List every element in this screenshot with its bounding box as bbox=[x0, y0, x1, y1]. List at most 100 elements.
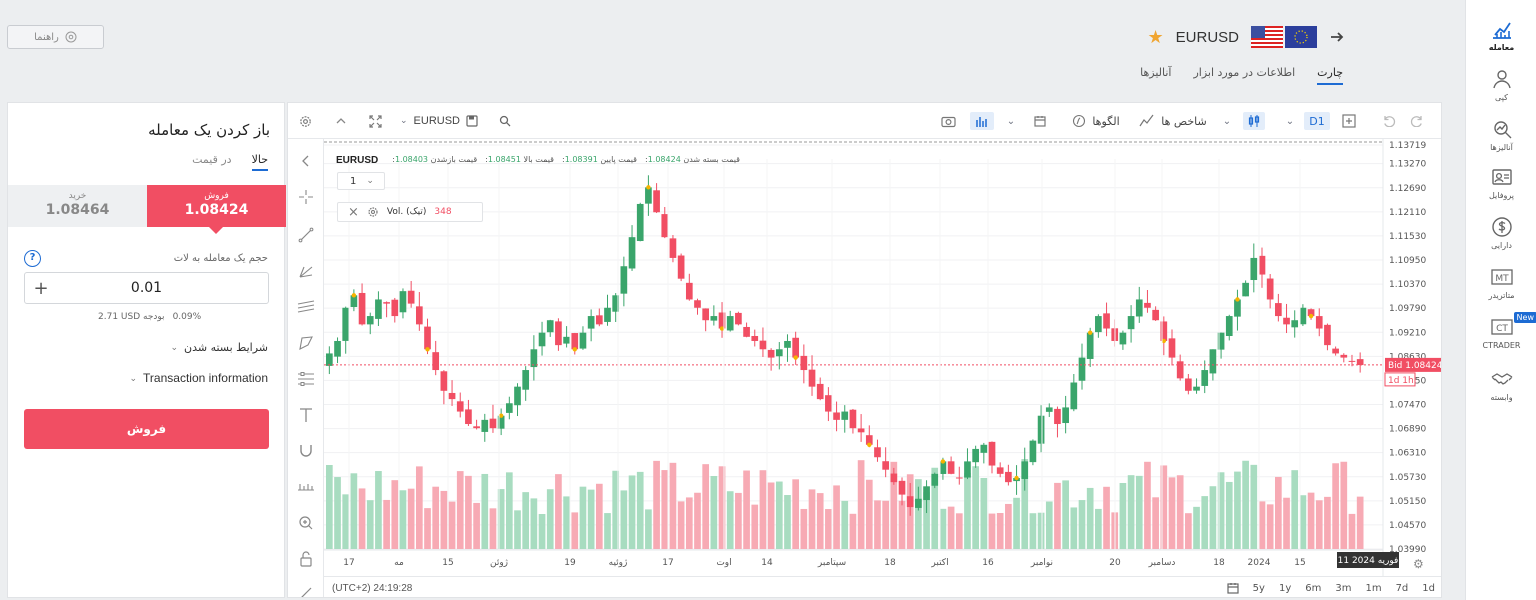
favorite-star-icon[interactable]: ★ bbox=[1147, 26, 1164, 48]
close-icon[interactable]: × bbox=[348, 204, 359, 220]
buy-price-button[interactable]: خرید 1.08464 bbox=[8, 185, 147, 227]
range-7d[interactable]: 7d bbox=[1395, 582, 1409, 594]
add-chart-icon[interactable] bbox=[1340, 112, 1358, 130]
measure-icon[interactable] bbox=[296, 477, 316, 497]
gear-icon[interactable] bbox=[367, 206, 379, 218]
zoom-in-icon[interactable] bbox=[296, 513, 316, 533]
candle-body bbox=[366, 316, 374, 325]
fib-levels-icon[interactable] bbox=[296, 369, 316, 389]
crosshair-icon[interactable] bbox=[296, 187, 316, 207]
event-marker bbox=[646, 185, 651, 190]
help-label: راهنما bbox=[34, 31, 59, 43]
nav-item-analytics[interactable]: آنالیزها bbox=[1466, 118, 1536, 152]
settings-gear-icon[interactable] bbox=[296, 112, 314, 130]
volume-bar bbox=[816, 493, 824, 549]
candle-body bbox=[415, 306, 423, 325]
volume-bar bbox=[530, 498, 538, 549]
help-button[interactable]: راهنما bbox=[7, 25, 104, 49]
candle-body bbox=[767, 349, 775, 358]
candle-body bbox=[865, 435, 873, 445]
fullscreen-icon[interactable] bbox=[366, 112, 384, 130]
range-3m[interactable]: 3m bbox=[1335, 582, 1352, 594]
tab-now[interactable]: حالا bbox=[251, 153, 268, 171]
interval-select[interactable]: 1 ⌄ bbox=[337, 172, 385, 190]
volume-bars-icon[interactable] bbox=[970, 112, 994, 130]
volume-input[interactable]: + 0.01 bbox=[24, 272, 269, 304]
parallel-channel-icon[interactable] bbox=[296, 297, 316, 317]
candle-body bbox=[685, 282, 693, 300]
x-tick-label: مه bbox=[394, 558, 404, 568]
pitchfork-icon[interactable] bbox=[296, 261, 316, 281]
nav-item-profile[interactable]: پروفایل bbox=[1466, 166, 1536, 200]
undo-icon[interactable] bbox=[1380, 112, 1398, 130]
redo-icon[interactable] bbox=[1408, 112, 1426, 130]
nav-item-ct[interactable]: CT CTRADER New bbox=[1466, 312, 1536, 350]
calendar-icon[interactable] bbox=[1031, 112, 1049, 130]
range-1y[interactable]: 1y bbox=[1278, 582, 1292, 594]
chevron-down-icon[interactable]: ⌄ bbox=[1285, 115, 1295, 127]
interval-d1-button[interactable]: D1 bbox=[1304, 112, 1330, 130]
range-5y[interactable]: 5y bbox=[1252, 582, 1265, 594]
volume-bar bbox=[456, 471, 464, 549]
sell-price-button[interactable]: فروش 1.08424 bbox=[147, 185, 286, 234]
chevron-down-icon[interactable]: ⌄ bbox=[1222, 115, 1232, 127]
volume-bar bbox=[1242, 460, 1249, 549]
volume-bar bbox=[375, 471, 382, 549]
indicators-button[interactable]: شاخص ها bbox=[1136, 112, 1210, 130]
patterns-icon bbox=[1073, 114, 1086, 128]
price-chart[interactable]: 1.13719 1.13270 1.12690 1.12110 1.11530 1.109… bbox=[324, 139, 1441, 576]
candle-body bbox=[1127, 316, 1135, 330]
chevron-left-icon[interactable] bbox=[296, 151, 316, 171]
x-tick-label: 16 bbox=[982, 558, 994, 568]
plus-icon[interactable]: + bbox=[33, 277, 49, 299]
tab-instrument-info[interactable]: اطلاعات در مورد ابزار bbox=[1193, 66, 1296, 79]
range-1m[interactable]: 1m bbox=[1365, 582, 1382, 594]
volume-bar bbox=[1135, 475, 1143, 549]
symbol-header: ★ EURUSD bbox=[1148, 24, 1345, 50]
chevron-down-icon[interactable]: ⌄ bbox=[1006, 115, 1016, 127]
candle-body bbox=[1266, 278, 1274, 300]
candles-type-icon[interactable] bbox=[1243, 112, 1265, 130]
trend-line-icon[interactable] bbox=[296, 225, 316, 245]
search-icon[interactable] bbox=[496, 112, 514, 130]
volume-bar bbox=[931, 467, 939, 549]
arrow-right-icon[interactable] bbox=[1329, 29, 1345, 45]
volume-bar bbox=[489, 508, 497, 549]
lock-icon[interactable] bbox=[296, 549, 316, 569]
text-tool-icon[interactable] bbox=[296, 405, 316, 425]
candle-body bbox=[677, 255, 685, 279]
range-6m[interactable]: 6m bbox=[1305, 582, 1322, 594]
magnet-icon[interactable] bbox=[296, 441, 316, 461]
volume-bar bbox=[1062, 480, 1069, 549]
utc-clock: (UTC+2) 24:19:28 bbox=[332, 583, 413, 594]
close-conditions-toggle[interactable]: ⌄ شرایط بسته شدن bbox=[170, 341, 268, 354]
nav-item-copy[interactable]: کپی bbox=[1466, 68, 1536, 102]
range-1d[interactable]: 1d bbox=[1422, 582, 1435, 594]
volume-bar bbox=[604, 513, 611, 549]
volume-bar bbox=[1234, 471, 1241, 549]
question-icon[interactable]: ? bbox=[24, 250, 41, 267]
volume-bar bbox=[1193, 506, 1200, 549]
tab-chart[interactable]: چارت bbox=[1317, 66, 1343, 85]
nav-item-mt[interactable]: MT متاتریدر bbox=[1466, 266, 1536, 300]
transaction-info-toggle[interactable]: ⌄ Transaction information bbox=[130, 371, 269, 385]
volume-value[interactable]: 0.01 bbox=[130, 280, 163, 296]
sell-action-button[interactable]: فروش bbox=[24, 409, 269, 449]
camera-icon[interactable] bbox=[939, 112, 957, 130]
candle-body bbox=[1340, 354, 1348, 358]
tab-analyses[interactable]: آنالیزها bbox=[1140, 66, 1172, 79]
polygon-icon[interactable] bbox=[296, 333, 316, 353]
nav-item-dollar[interactable]: دارایی bbox=[1466, 216, 1536, 250]
nav-item-trade[interactable]: معامله bbox=[1466, 18, 1536, 52]
nav-item-handshake[interactable]: وابسته bbox=[1466, 368, 1536, 402]
patterns-button[interactable]: الگوها bbox=[1064, 112, 1128, 130]
calendar-icon[interactable] bbox=[1227, 582, 1239, 594]
chevron-up-icon[interactable] bbox=[332, 112, 350, 130]
symbol-selector[interactable]: ⌄ EURUSD bbox=[396, 112, 482, 130]
volume-bar bbox=[972, 466, 979, 549]
eraser-icon[interactable] bbox=[296, 583, 316, 597]
tab-at-price[interactable]: در قیمت bbox=[192, 153, 232, 166]
symbol-name: EURUSD bbox=[1175, 28, 1239, 46]
candle-body bbox=[1275, 303, 1282, 317]
volume-bar bbox=[849, 513, 857, 549]
